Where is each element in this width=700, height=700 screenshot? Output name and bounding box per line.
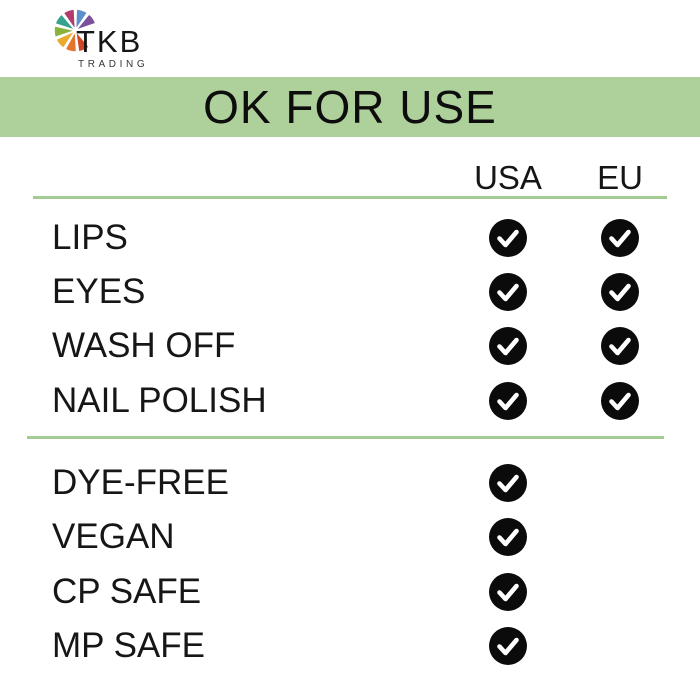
check-cell-eu [582,456,658,510]
table-row: MP SAFE [0,619,700,673]
check-cell-usa [470,456,546,510]
table-row: WASH OFF [0,319,700,373]
brand-name: TKB [76,24,143,59]
check-circle-icon [601,381,639,420]
check-cell-usa [470,319,546,373]
row-label: VEGAN [52,517,175,557]
wheel-wedge-red [74,29,91,53]
check-circle-icon [489,327,527,366]
check-cell-usa [470,565,546,619]
row-label: EYES [52,271,146,311]
check-cell-usa [470,510,546,564]
check-cell-eu [582,510,658,564]
table-row: NAIL POLISH [0,374,700,428]
banner: OK FOR USE [0,77,700,137]
check-circle-icon [489,572,527,611]
check-circle-icon [489,518,527,557]
row-label: WASH OFF [52,326,236,366]
check-cell-eu [582,319,658,373]
check-circle-icon [601,272,639,311]
column-header-usa: USA [474,159,542,196]
wheel-wedge-blue [74,8,89,32]
row-label: CP SAFE [52,571,202,611]
check-cell-eu [582,211,658,265]
check-circle-icon [489,464,527,502]
section-divider-top [33,196,667,199]
table-row: LIPS [0,211,700,265]
check-circle-icon [489,218,527,257]
check-circle-icon [489,627,527,666]
check-circle-icon [601,327,639,366]
column-header-eu: EU [597,159,643,196]
color-wheel-logo-icon [53,8,97,53]
wheel-wedge-yellow [55,29,77,50]
check-circle-icon [489,381,527,420]
check-cell-usa [470,265,546,319]
check-cell-usa [470,211,546,265]
table-row: CP SAFE [0,565,700,619]
section-divider-middle [27,436,664,439]
check-circle-icon [489,272,527,311]
table-row: VEGAN [0,510,700,564]
check-cell-usa [470,619,546,673]
wheel-wedge-green [53,24,77,39]
row-label: DYE-FREE [52,463,229,502]
table-row: DYE-FREE [0,456,700,510]
check-cell-eu [582,619,658,673]
table-row: EYES [0,265,700,319]
row-label: MP SAFE [52,626,206,666]
wheel-wedge-magenta [62,8,77,32]
row-label: LIPS [52,217,128,257]
brand-subtitle: TRADING [78,59,149,70]
check-cell-eu [582,374,658,428]
wheel-wedge-teal [54,13,77,32]
banner-title: OK FOR USE [203,81,497,133]
check-circle-icon [601,218,639,257]
check-cell-eu [582,565,658,619]
check-cell-usa [470,374,546,428]
wheel-wedge-orange [64,29,78,53]
row-label: NAIL POLISH [52,380,267,420]
check-cell-eu [582,265,658,319]
wheel-wedge-purple [74,12,97,32]
